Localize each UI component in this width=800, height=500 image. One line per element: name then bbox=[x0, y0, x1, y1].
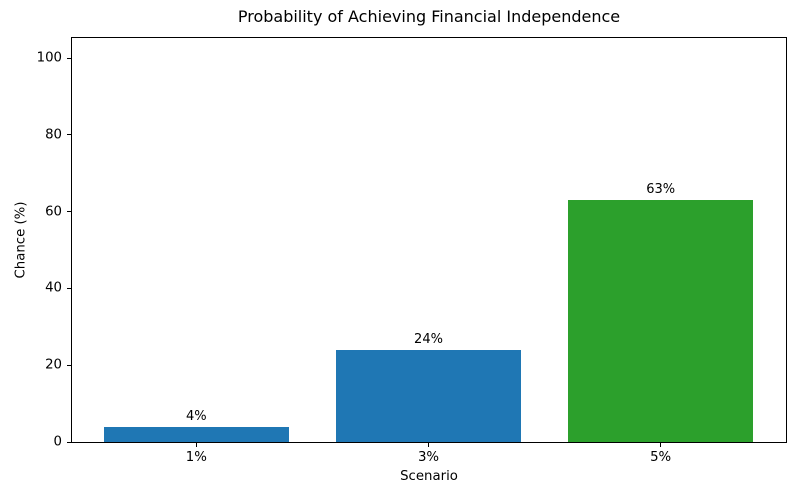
bar-3% bbox=[335, 349, 522, 442]
y-tick-mark bbox=[67, 364, 71, 366]
x-tick-mark bbox=[195, 443, 197, 447]
y-tick-label: 100 bbox=[36, 50, 62, 66]
x-tick-mark bbox=[660, 443, 662, 447]
y-tick-mark bbox=[67, 57, 71, 59]
y-tick-mark bbox=[67, 211, 71, 213]
y-tick-mark bbox=[67, 134, 71, 136]
x-tick-label: 5% bbox=[650, 450, 672, 465]
bar-value-label: 63% bbox=[646, 182, 676, 198]
x-tick-label: 1% bbox=[185, 450, 207, 465]
bar-value-label: 24% bbox=[414, 331, 443, 347]
x-tick-label: 3% bbox=[417, 450, 440, 465]
y-tick-mark bbox=[67, 287, 71, 289]
y-tick-label: 0 bbox=[53, 434, 62, 450]
bar-1% bbox=[103, 426, 290, 442]
y-tick-label: 40 bbox=[45, 280, 62, 296]
y-tick-label: 60 bbox=[45, 204, 62, 220]
x-tick-mark bbox=[428, 443, 429, 447]
y-tick-label: 80 bbox=[45, 127, 62, 143]
x-axis-label: Scenario bbox=[400, 469, 458, 484]
y-tick-mark bbox=[67, 441, 71, 443]
bar-5% bbox=[567, 200, 754, 442]
chart-title: Probability of Achieving Financial Indep… bbox=[237, 7, 621, 26]
bar-value-label: 4% bbox=[186, 408, 207, 424]
y-tick-label: 20 bbox=[45, 357, 62, 373]
